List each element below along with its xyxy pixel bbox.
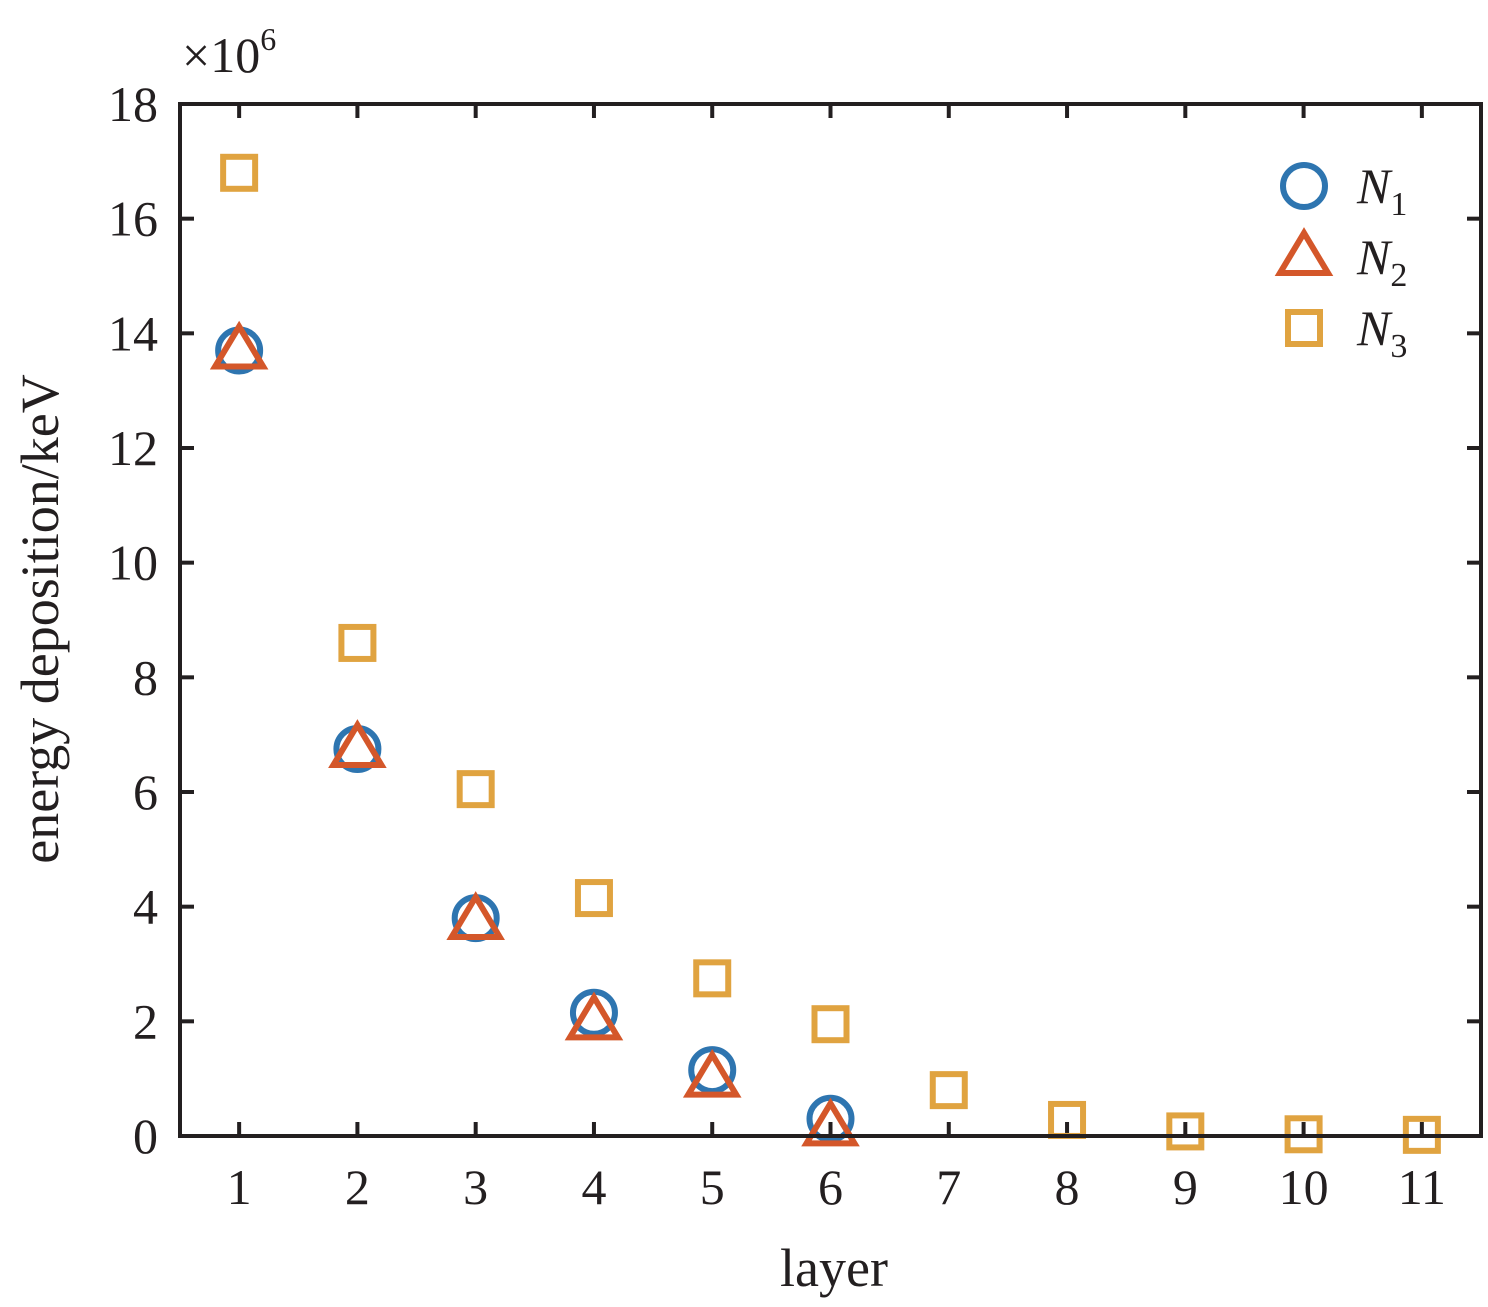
data-point-triangle	[801, 1097, 860, 1147]
x-axis-title: layer	[780, 1238, 888, 1298]
data-point-square	[456, 770, 495, 809]
data-point-square	[929, 1071, 968, 1110]
x-tick-label: 1	[227, 1159, 252, 1215]
legend-label: N3	[1356, 300, 1407, 365]
data-point-triangle	[564, 991, 624, 1041]
y-tick-label: 18	[108, 76, 158, 132]
legend-label: N1	[1356, 158, 1407, 223]
x-tick-label: 6	[818, 1159, 843, 1215]
y-tick-label: 10	[108, 535, 158, 591]
data-point-square	[338, 623, 377, 662]
legend-marker-circle	[1280, 162, 1328, 210]
y-tick-label: 6	[133, 764, 158, 820]
data-point-triangle	[446, 891, 505, 940]
series-N3	[220, 153, 1441, 1154]
x-tick-label: 3	[463, 1159, 488, 1215]
x-tick-label: 2	[345, 1159, 370, 1215]
legend-label: N2	[1356, 229, 1407, 294]
y-axis-multiplier: ×106	[182, 21, 276, 83]
y-tick-label: 4	[133, 879, 158, 935]
data-point-triangle	[209, 320, 269, 370]
data-point-square	[574, 879, 613, 918]
x-tick-label: 8	[1055, 1159, 1080, 1215]
data-point-square	[693, 959, 732, 998]
y-tick-label: 12	[108, 420, 158, 476]
x-tick-label: 7	[936, 1159, 961, 1215]
data-marks	[209, 153, 1441, 1154]
data-point-square	[220, 153, 259, 192]
legend-marker-square	[1285, 309, 1323, 347]
x-tick-label: 11	[1398, 1159, 1446, 1215]
y-tick-label: 14	[108, 305, 158, 361]
data-point-square	[1166, 1112, 1205, 1151]
y-tick-label: 2	[133, 993, 158, 1049]
y-axis-title: energy deposition/keV	[10, 374, 70, 863]
x-tick-label: 9	[1173, 1159, 1198, 1215]
x-tick-label: 5	[700, 1159, 725, 1215]
y-tick-label: 16	[108, 191, 158, 247]
x-tick-label: 10	[1279, 1159, 1329, 1215]
plot-frame	[178, 102, 1483, 1138]
data-point-triangle	[328, 719, 387, 768]
series-N1	[215, 326, 855, 1143]
y-tick-label: 0	[133, 1108, 158, 1164]
x-tick-label: 4	[581, 1159, 606, 1215]
series-N2	[209, 320, 860, 1147]
legend-marker-triangle	[1274, 227, 1334, 276]
y-tick-label: 8	[133, 649, 158, 705]
data-point-square	[811, 1005, 850, 1044]
data-point-triangle	[682, 1048, 742, 1098]
